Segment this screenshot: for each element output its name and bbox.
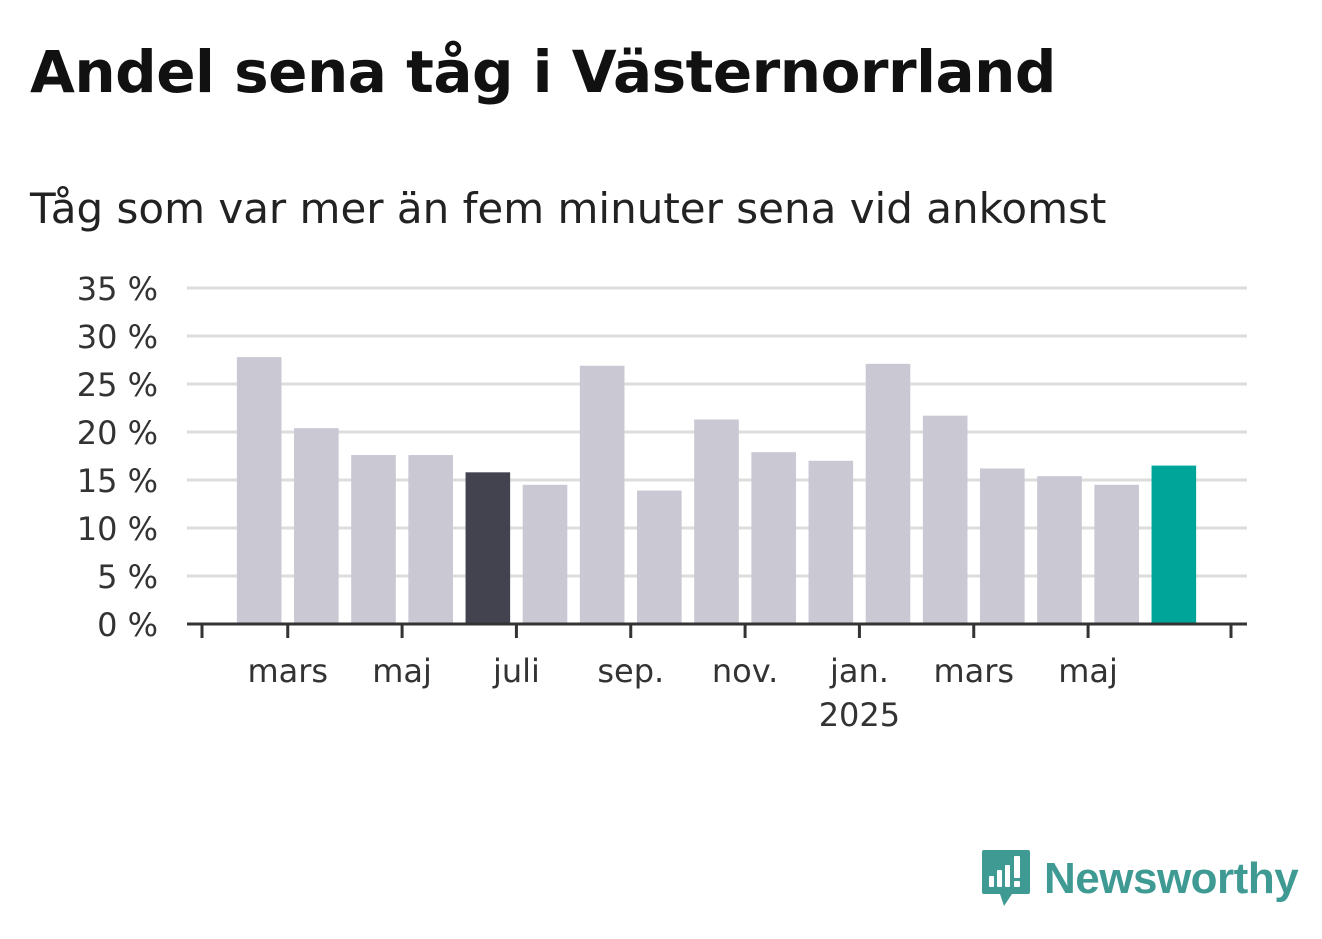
y-tick-label: 30 % <box>77 318 158 356</box>
x-tick-label: sep. <box>597 652 664 690</box>
y-tick-label: 20 % <box>77 414 158 452</box>
bar <box>236 357 282 624</box>
bar <box>865 363 911 624</box>
bar <box>465 472 511 624</box>
y-tick-label: 10 % <box>77 510 158 548</box>
bar <box>980 468 1025 624</box>
y-tick-label: 25 % <box>77 366 158 404</box>
axes <box>187 622 1247 638</box>
x-tick-label: nov. <box>712 652 778 690</box>
x-tick-label: juli <box>492 652 540 690</box>
x-tick-label: mars <box>247 652 328 690</box>
bar <box>1037 476 1082 624</box>
bar <box>694 419 739 624</box>
bar-chart: 0 % 5 % 10 % 15 % 20 % 25 % 30 % 35 % mars maj jul… <box>77 270 1247 734</box>
bar <box>808 460 854 624</box>
bar <box>1151 465 1197 624</box>
y-tick-label: 5 % <box>97 558 158 596</box>
x-tick-label: mars <box>933 652 1014 690</box>
newsworthy-logo-icon <box>982 850 1030 906</box>
bar <box>1094 484 1139 624</box>
y-tick-label: 35 % <box>77 270 158 308</box>
bar <box>922 415 968 624</box>
bar <box>637 490 682 624</box>
bar <box>351 455 396 624</box>
x-tick-label: maj <box>1058 652 1118 690</box>
bar <box>579 365 625 624</box>
tick-labels: 0 % 5 % 10 % 15 % 20 % 25 % 30 % 35 % mars maj jul… <box>77 270 1118 734</box>
bars <box>236 357 1197 624</box>
x-tick-label: maj <box>372 652 432 690</box>
bar <box>294 428 339 624</box>
chart-subtitle: Tåg som var mer än fem minuter sena vid … <box>30 184 1107 233</box>
y-tick-label: 0 % <box>97 606 158 644</box>
bar <box>408 455 453 624</box>
x-tick-year-label: 2025 <box>819 696 900 734</box>
brand-name: Newsworthy <box>1044 854 1299 903</box>
bar <box>522 484 568 624</box>
bar <box>751 452 796 624</box>
brand-logo: Newsworthy <box>980 848 1299 910</box>
chart-title: Andel sena tåg i Västernorrland <box>30 38 1056 106</box>
y-tick-label: 15 % <box>77 462 158 500</box>
x-tick-label: jan. <box>829 652 889 690</box>
